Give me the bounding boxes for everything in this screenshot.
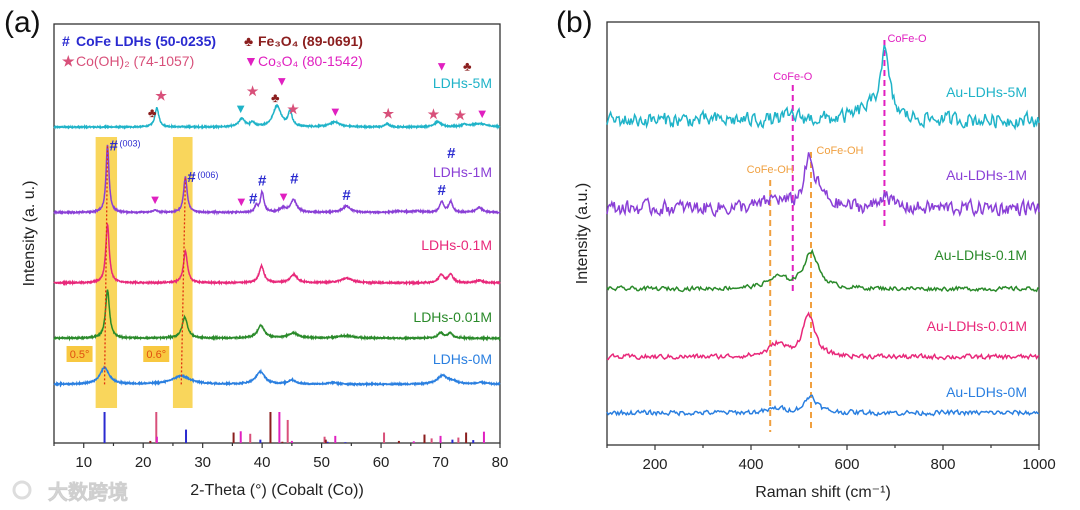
x-tick-label: 400 [738, 456, 763, 473]
legend-text: Co₃O₄ (80-1542) [258, 53, 363, 69]
x-tick-label: 30 [194, 454, 211, 471]
phase-marker: # [438, 182, 447, 199]
series-line-LDHs-1M [53, 144, 501, 216]
phase-marker: # [447, 145, 456, 162]
raman-chart: 200 400 600 800 1000 Raman shift (cm⁻¹) Intens… [574, 21, 1056, 501]
series-label: LDHs-0.1M [421, 237, 492, 253]
phase-marker: ★ [247, 84, 259, 99]
series-label: LDHs-1M [433, 164, 492, 180]
annotation-label: CoFe-O [773, 71, 813, 83]
phase-marker: ▼ [277, 189, 290, 204]
x-tick-label: 10 [75, 454, 92, 471]
series-line-LDHs-5M [53, 103, 501, 131]
shift-label-box [143, 346, 170, 362]
y-axis-label: Intensity (a.u.) [574, 183, 591, 284]
phase-marker: ♣ [271, 90, 280, 105]
peak-label-index: (003) [120, 138, 141, 148]
series-line-Au-LDHs-5M [606, 44, 1040, 131]
shift-label-box [66, 346, 93, 362]
watermark-logo-mark [12, 480, 32, 500]
x-axis-label: 2-Theta (°) (Cobalt (Co)) [190, 482, 364, 499]
legend-symbol: ★ [62, 53, 75, 69]
annotation-label: CoFe-OH [747, 164, 794, 176]
series-line-Au-LDHs-1M [606, 152, 1040, 218]
series-line-Au-LDHs-0.01M [606, 311, 1040, 361]
series-label: Au-LDHs-5M [946, 84, 1027, 100]
series-label: LDHs-5M [433, 75, 492, 91]
phase-marker: ▼ [235, 194, 248, 209]
watermark-logo: 大数跨境 [48, 480, 128, 504]
legend-item: # CoFe LDHs (50-0235) [62, 33, 216, 49]
series-line-LDHs-0M [53, 365, 501, 388]
series-label: LDHs-0.01M [413, 309, 492, 325]
phase-marker: # [258, 173, 267, 190]
phase-marker: ▼ [149, 192, 162, 207]
x-axis-label: Raman shift (cm⁻¹) [755, 484, 891, 501]
legend-symbol: ▼ [244, 53, 258, 69]
phase-marker: # [342, 187, 351, 204]
peak-label-symbol: # [187, 169, 196, 186]
legend-text: Fe₃O₄ (89-0691) [258, 33, 363, 49]
x-tick-label: 40 [254, 454, 271, 471]
legend-symbol: ♣ [244, 33, 253, 49]
phase-marker: ▼ [275, 73, 288, 88]
legend-item: ♣ Fe₃O₄ (89-0691) [244, 33, 363, 49]
x-tick-label: 80 [492, 454, 509, 471]
legend-symbol: # [62, 33, 70, 49]
phase-marker: ★ [287, 101, 299, 116]
phase-marker: ▼ [476, 106, 489, 121]
phase-marker: ▼ [234, 101, 247, 116]
x-tick-label: 50 [313, 454, 330, 471]
phase-marker: ★ [382, 106, 394, 121]
series-label: Au-LDHs-0M [946, 384, 1027, 400]
plot-frame [53, 23, 501, 444]
legend-item: ★ Co(OH)₂ (74-1057) [62, 53, 194, 69]
annotation-label: CoFe-O [887, 33, 927, 45]
series-label: LDHs-0M [433, 351, 492, 367]
phase-marker: ★ [155, 88, 167, 103]
legend-text: CoFe LDHs (50-0235) [76, 33, 216, 49]
phase-marker: ★ [428, 106, 440, 121]
xrd-chart: 10 20 30 40 50 60 70 80 2-Theta (°) (Cobalt (Co)… [21, 23, 509, 499]
shift-label: 0.6° [146, 349, 166, 361]
series-label: Au-LDHs-1M [946, 167, 1027, 183]
x-tick-label: 60 [373, 454, 390, 471]
phase-marker: ▼ [435, 58, 448, 73]
y-axis-label: Intensity (a. u.) [21, 181, 38, 287]
phase-marker: ★ [454, 108, 466, 123]
series-line-Au-LDHs-0M [606, 394, 1040, 417]
series-label: Au-LDHs-0.01M [927, 318, 1027, 334]
x-tick-label: 800 [930, 456, 955, 473]
x-tick-label: 600 [834, 456, 859, 473]
highlight-bands [95, 137, 193, 408]
peak-label-symbol: # [110, 137, 119, 154]
phase-marker: # [290, 170, 299, 187]
x-tick-label: 200 [642, 456, 667, 473]
phase-marker: ▼ [329, 104, 342, 119]
x-tick-label: 20 [135, 454, 152, 471]
phase-marker: ♣ [148, 105, 157, 120]
plot-frame [606, 21, 1040, 446]
series-line-Au-LDHs-0.1M [606, 248, 1040, 293]
panel-label-a: (a) [4, 6, 41, 39]
shift-line [180, 176, 187, 385]
series-label: Au-LDHs-0.1M [934, 247, 1027, 263]
phase-marker: ♣ [463, 59, 472, 74]
peak-label-index: (006) [197, 170, 218, 180]
panel-label-b: (b) [556, 6, 593, 39]
series-line-LDHs-0.1M [53, 222, 501, 287]
legend-text: Co(OH)₂ (74-1057) [76, 53, 194, 69]
phase-marker: # [249, 191, 258, 208]
legend-item: ▼ Co₃O₄ (80-1542) [244, 53, 363, 69]
x-tick-label: 70 [432, 454, 449, 471]
series-line-LDHs-0.01M [53, 289, 501, 342]
shift-label: 0.5° [70, 349, 90, 361]
annotation-label: CoFe-OH [816, 145, 863, 157]
x-tick-label: 1000 [1022, 456, 1055, 473]
